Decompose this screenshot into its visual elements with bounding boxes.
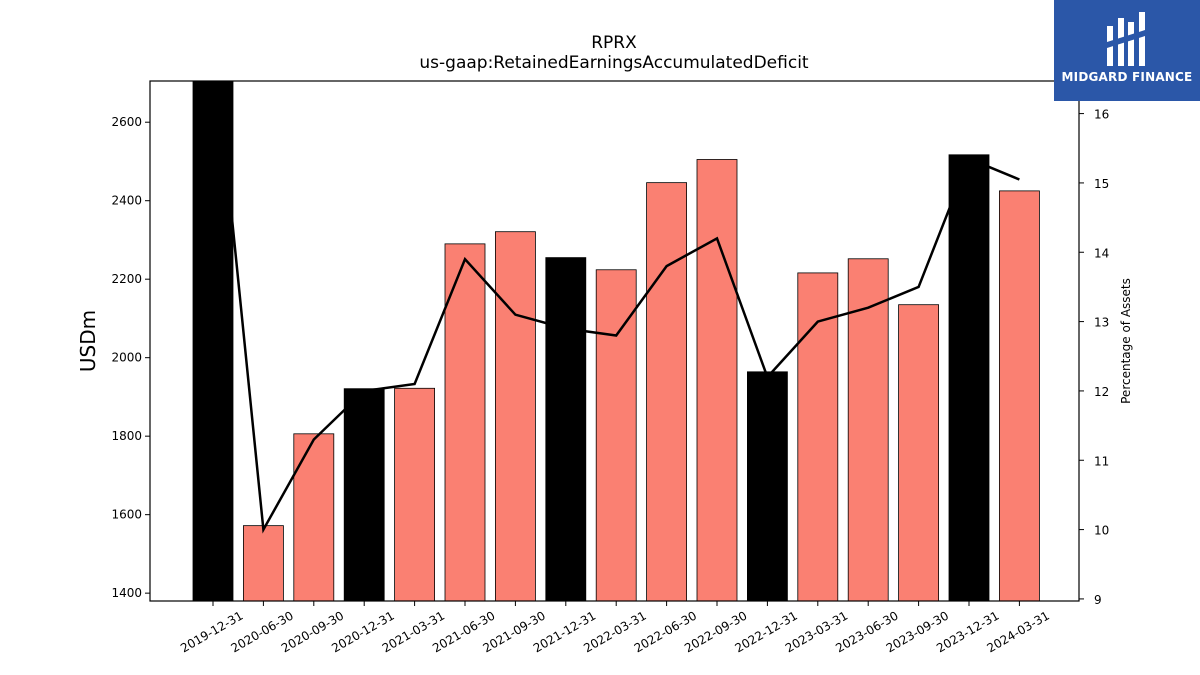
bar: [948, 154, 990, 601]
bar: [242, 525, 284, 601]
bar: [747, 371, 788, 601]
bars-group: [192, 81, 1040, 601]
chart-title: RPRX: [591, 33, 637, 53]
bar: [999, 190, 1040, 601]
bar: [343, 388, 385, 601]
y2-tick-label: 12: [1094, 385, 1109, 399]
y2-tick-label: 10: [1094, 524, 1109, 538]
bar: [646, 182, 687, 601]
y2-tick-label: 14: [1094, 246, 1109, 260]
y2-axis-label: Percentage of Assets: [1119, 278, 1133, 404]
plot-frame: [149, 80, 1080, 602]
y-tick-label: 2600: [111, 115, 142, 129]
y-tick-label: 2200: [111, 272, 142, 286]
y2-tick-label: 11: [1094, 454, 1109, 468]
logo-text: MIDGARD FINANCE: [1061, 70, 1193, 84]
bar: [444, 243, 486, 601]
y2-tick-label: 15: [1094, 177, 1109, 191]
plot-area: 1400 1600 1800 2000 2200 2400 2600 9 10 11 12 13 14 1…: [111, 80, 1109, 655]
y-tick-label: 1800: [111, 429, 142, 443]
bar: [494, 231, 536, 601]
bar: [192, 81, 234, 601]
bar: [545, 257, 587, 601]
y-tick-label: 2400: [111, 194, 142, 208]
y-tick-label: 2000: [111, 351, 142, 365]
y2-tick-label: 13: [1094, 316, 1109, 330]
y-tick-label: 1400: [111, 586, 142, 600]
bar: [293, 433, 335, 601]
y-axis-label: USDm: [76, 310, 100, 372]
midgard-finance-logo: MIDGARD FINANCE: [1054, 0, 1200, 101]
bar: [696, 159, 738, 601]
bar: [797, 272, 839, 601]
y2-tick-label: 16: [1094, 108, 1109, 122]
bar: [394, 387, 436, 601]
chart-subtitle: us-gaap:RetainedEarningsAccumulatedDefic…: [419, 53, 809, 73]
bar: [847, 258, 889, 601]
bar: [595, 269, 637, 601]
y-tick-label: 1600: [111, 508, 142, 522]
bar: [898, 304, 939, 601]
y2-tick-label: 9: [1094, 593, 1102, 607]
logo-mark-icon: [1107, 12, 1145, 66]
percentage-line: [216, 81, 1020, 534]
